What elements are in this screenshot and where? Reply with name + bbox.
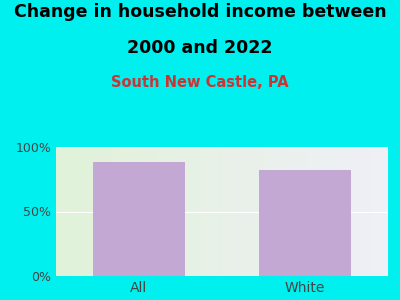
- Text: 2000 and 2022: 2000 and 2022: [127, 39, 273, 57]
- Bar: [259, 170, 351, 276]
- Text: Change in household income between: Change in household income between: [14, 3, 386, 21]
- Bar: [93, 163, 185, 276]
- Text: South New Castle, PA: South New Castle, PA: [111, 75, 289, 90]
